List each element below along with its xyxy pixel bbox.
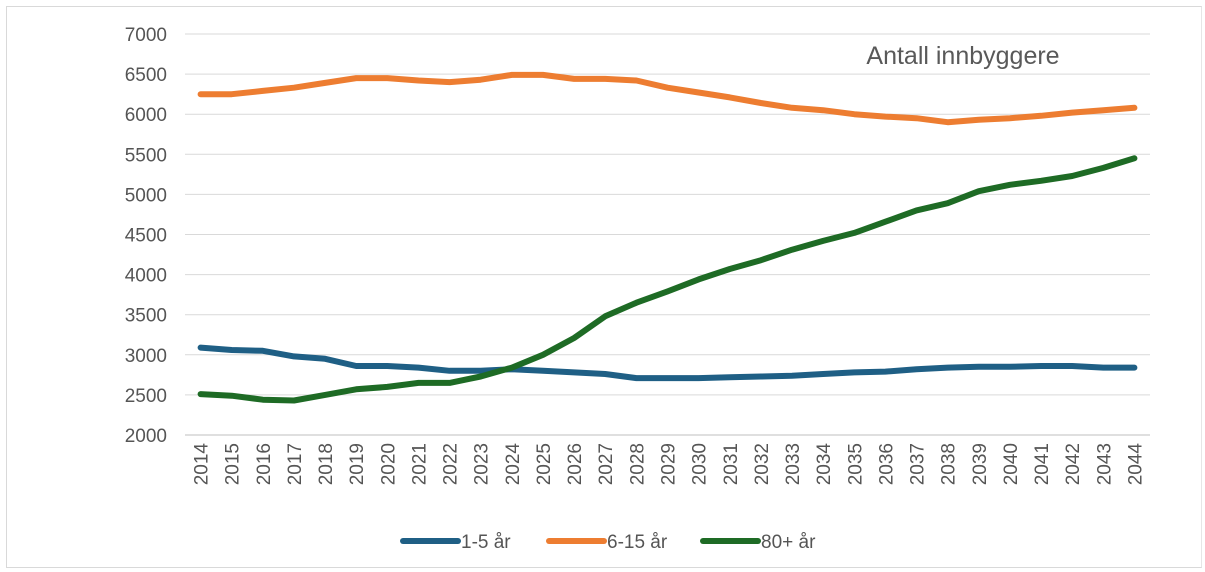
x-tick-label: 2041 <box>1032 443 1053 485</box>
y-tick-label: 4000 <box>125 266 167 287</box>
y-tick-label: 4500 <box>125 226 167 247</box>
y-tick-label: 7000 <box>125 25 167 46</box>
x-tick-label: 2018 <box>316 443 337 485</box>
x-axis-ticks: 2014 2015 2016 2017 2018 2019 2020 2021 2022 2023… <box>192 443 1147 486</box>
x-tick-label: 2032 <box>752 443 773 485</box>
y-tick-label: 2500 <box>125 386 167 407</box>
x-tick-label: 2019 <box>347 443 368 485</box>
y-tick-label: 6000 <box>125 105 167 126</box>
x-tick-label: 2023 <box>472 443 493 485</box>
x-tick-label: 2025 <box>534 443 555 485</box>
series-line-80-r <box>197 155 1138 404</box>
x-tick-label: 2027 <box>596 443 617 485</box>
x-tick-label: 2040 <box>1001 443 1022 485</box>
x-tick-label: 2024 <box>503 443 524 486</box>
x-tick-label: 2015 <box>223 443 244 485</box>
y-tick-label: 3000 <box>125 346 167 367</box>
series-lines <box>197 71 1138 404</box>
legend-label: 1-5 år <box>461 532 511 553</box>
x-tick-label: 2016 <box>254 443 275 485</box>
series-line-6-15-r <box>197 71 1138 126</box>
x-tick-label: 2028 <box>627 443 648 485</box>
x-tick-label: 2043 <box>1094 443 1115 485</box>
x-tick-label: 2020 <box>378 443 399 485</box>
x-tick-label: 2026 <box>565 443 586 485</box>
legend-label: 6-15 år <box>607 532 668 553</box>
x-tick-label: 2029 <box>659 443 680 485</box>
y-tick-label: 3500 <box>125 306 167 327</box>
x-tick-label: 2021 <box>409 443 430 485</box>
x-tick-label: 2030 <box>690 443 711 485</box>
legend-label: 80+ år <box>761 532 816 553</box>
x-tick-label: 2039 <box>970 443 991 485</box>
x-tick-label: 2033 <box>783 443 804 485</box>
y-tick-label: 5500 <box>125 145 167 166</box>
y-tick-label: 6500 <box>125 65 167 86</box>
chart-title: Antall innbyggere <box>866 42 1059 70</box>
x-tick-label: 2017 <box>285 443 306 485</box>
series-line-1-5-r <box>197 344 1138 382</box>
x-tick-label: 2042 <box>1063 443 1084 485</box>
x-tick-label: 2014 <box>192 443 213 486</box>
x-tick-label: 2036 <box>876 443 897 485</box>
y-tick-label: 2000 <box>125 426 167 447</box>
y-axis-ticks: 2000 2500 3000 3500 4000 4500 5000 5500 6000 6500… <box>125 25 167 447</box>
x-tick-label: 2034 <box>814 443 835 486</box>
x-tick-label: 2035 <box>845 443 866 485</box>
y-tick-label: 5000 <box>125 185 167 206</box>
x-tick-label: 2031 <box>721 443 742 485</box>
gridlines <box>185 33 1150 396</box>
x-tick-label: 2044 <box>1125 443 1146 486</box>
x-tick-label: 2038 <box>939 443 960 485</box>
x-tick-label: 2037 <box>908 443 929 485</box>
chart-frame <box>6 6 1202 568</box>
x-tick-label: 2022 <box>441 443 462 485</box>
legend: 1-5 år 6-15 år 80+ år <box>400 532 816 553</box>
